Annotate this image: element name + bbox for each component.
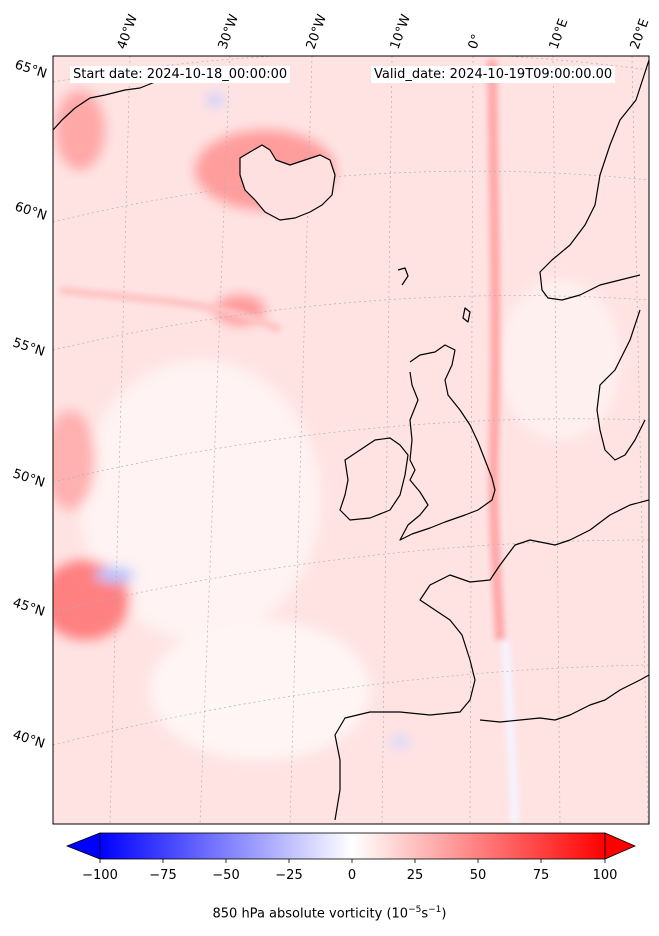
colorbar-title-main: 850 hPa absolute vorticity (10 (212, 906, 409, 922)
negative-vorticity-iberia (390, 736, 410, 748)
colorbar-title-exp2: −1 (428, 905, 442, 915)
valid-date-label: Valid_date: 2024-10-19T09:00:00.00 (371, 66, 616, 83)
longitude-labels: 40°W 30°W 20°W 10°W 0° 10°E 20°E (115, 12, 653, 51)
colorbar-ticks (99, 859, 606, 863)
lon-label-20w: 20°W (304, 12, 330, 51)
lat-label-45n: 45°N (11, 596, 47, 620)
lon-label-0: 0° (466, 32, 485, 51)
lon-label-10e: 10°E (547, 17, 572, 52)
norway-coast (539, 59, 649, 301)
parallel-40n (53, 664, 649, 746)
meridian-10e (552, 56, 561, 824)
parallel-55n (53, 295, 649, 351)
colorbar-tick-label: −100 (82, 868, 118, 883)
lat-label-55n: 55°N (11, 336, 47, 360)
sweden-denmark-coast (596, 309, 646, 461)
frontal-bands (59, 59, 519, 824)
negative-vorticity-n (205, 94, 225, 106)
colorbar-tick-label: 25 (407, 868, 424, 883)
meridian-20e (631, 56, 649, 824)
ireland-coast (339, 437, 409, 521)
colorbar-extend-min (65, 832, 101, 860)
weak-area-atlantic (80, 360, 320, 640)
colorbar-tick-label: 0 (348, 868, 356, 883)
faroe (462, 307, 471, 323)
meridian-30w (199, 56, 231, 824)
colorbar-tick-label: −50 (212, 868, 239, 883)
colorbar-tick-labels: −100 −75 −50 −25 0 25 50 75 100 (82, 868, 617, 883)
lat-label-65n: 65°N (13, 58, 49, 82)
latitude-labels: 65°N 60°N 55°N 50°N 45°N 40°N (11, 58, 49, 752)
map-frame (52, 55, 650, 825)
meridian-10w (381, 56, 393, 824)
lon-label-10w: 10°W (388, 12, 414, 51)
parallel-50n (53, 418, 649, 483)
lon-label-20e: 20°E (628, 17, 653, 52)
graticule (53, 56, 649, 824)
colorbar-title-end: ) (441, 906, 447, 922)
vorticity-patches (53, 90, 620, 760)
map-area (53, 56, 649, 824)
colorbar-title-exp1: −5 (408, 905, 422, 915)
strong-vorticity-nw (55, 90, 105, 170)
parallel-60n (53, 170, 649, 223)
lat-label-40n: 40°N (11, 728, 47, 752)
front-band-iberia (501, 639, 519, 824)
lat-label-50n: 50°N (11, 467, 47, 491)
lon-label-30w: 30°W (216, 12, 242, 51)
colorbar-extend-max (604, 832, 637, 860)
colorbar-title: 850 hPa absolute vorticity (10−5s−1) (0, 905, 659, 921)
colorbar: −100 −75 −50 −25 0 25 50 75 100 (65, 832, 637, 883)
negative-vorticity-sw (95, 567, 135, 583)
colorbar-tick-label: −25 (275, 868, 302, 883)
colorbar-tick-label: −75 (149, 868, 176, 883)
colorbar-tick-label: 75 (533, 868, 550, 883)
front-band-atlantic (59, 286, 282, 334)
mediterranean-coast (479, 674, 649, 723)
weak-area-south (150, 620, 370, 760)
colorbar-body (99, 832, 606, 860)
lat-label-60n: 60°N (13, 200, 49, 224)
great-britain-coast (399, 344, 496, 541)
lon-label-40w: 40°W (115, 12, 141, 51)
shetland (397, 267, 409, 286)
strong-vorticity-w (53, 410, 95, 510)
iceland-coast (239, 144, 336, 221)
start-date-label: Start date: 2024-10-18_00:00:00 (70, 66, 291, 83)
weak-area-north-sea (500, 280, 620, 440)
colorbar-tick-label: 100 (593, 868, 618, 883)
meridian-40w (109, 56, 131, 824)
parallel-45n (53, 539, 649, 613)
colorbar-tick-label: 50 (470, 868, 487, 883)
colorbar-title-mid: s (421, 906, 429, 922)
front-band-north-sea (487, 59, 505, 641)
continent-coast (334, 499, 649, 821)
